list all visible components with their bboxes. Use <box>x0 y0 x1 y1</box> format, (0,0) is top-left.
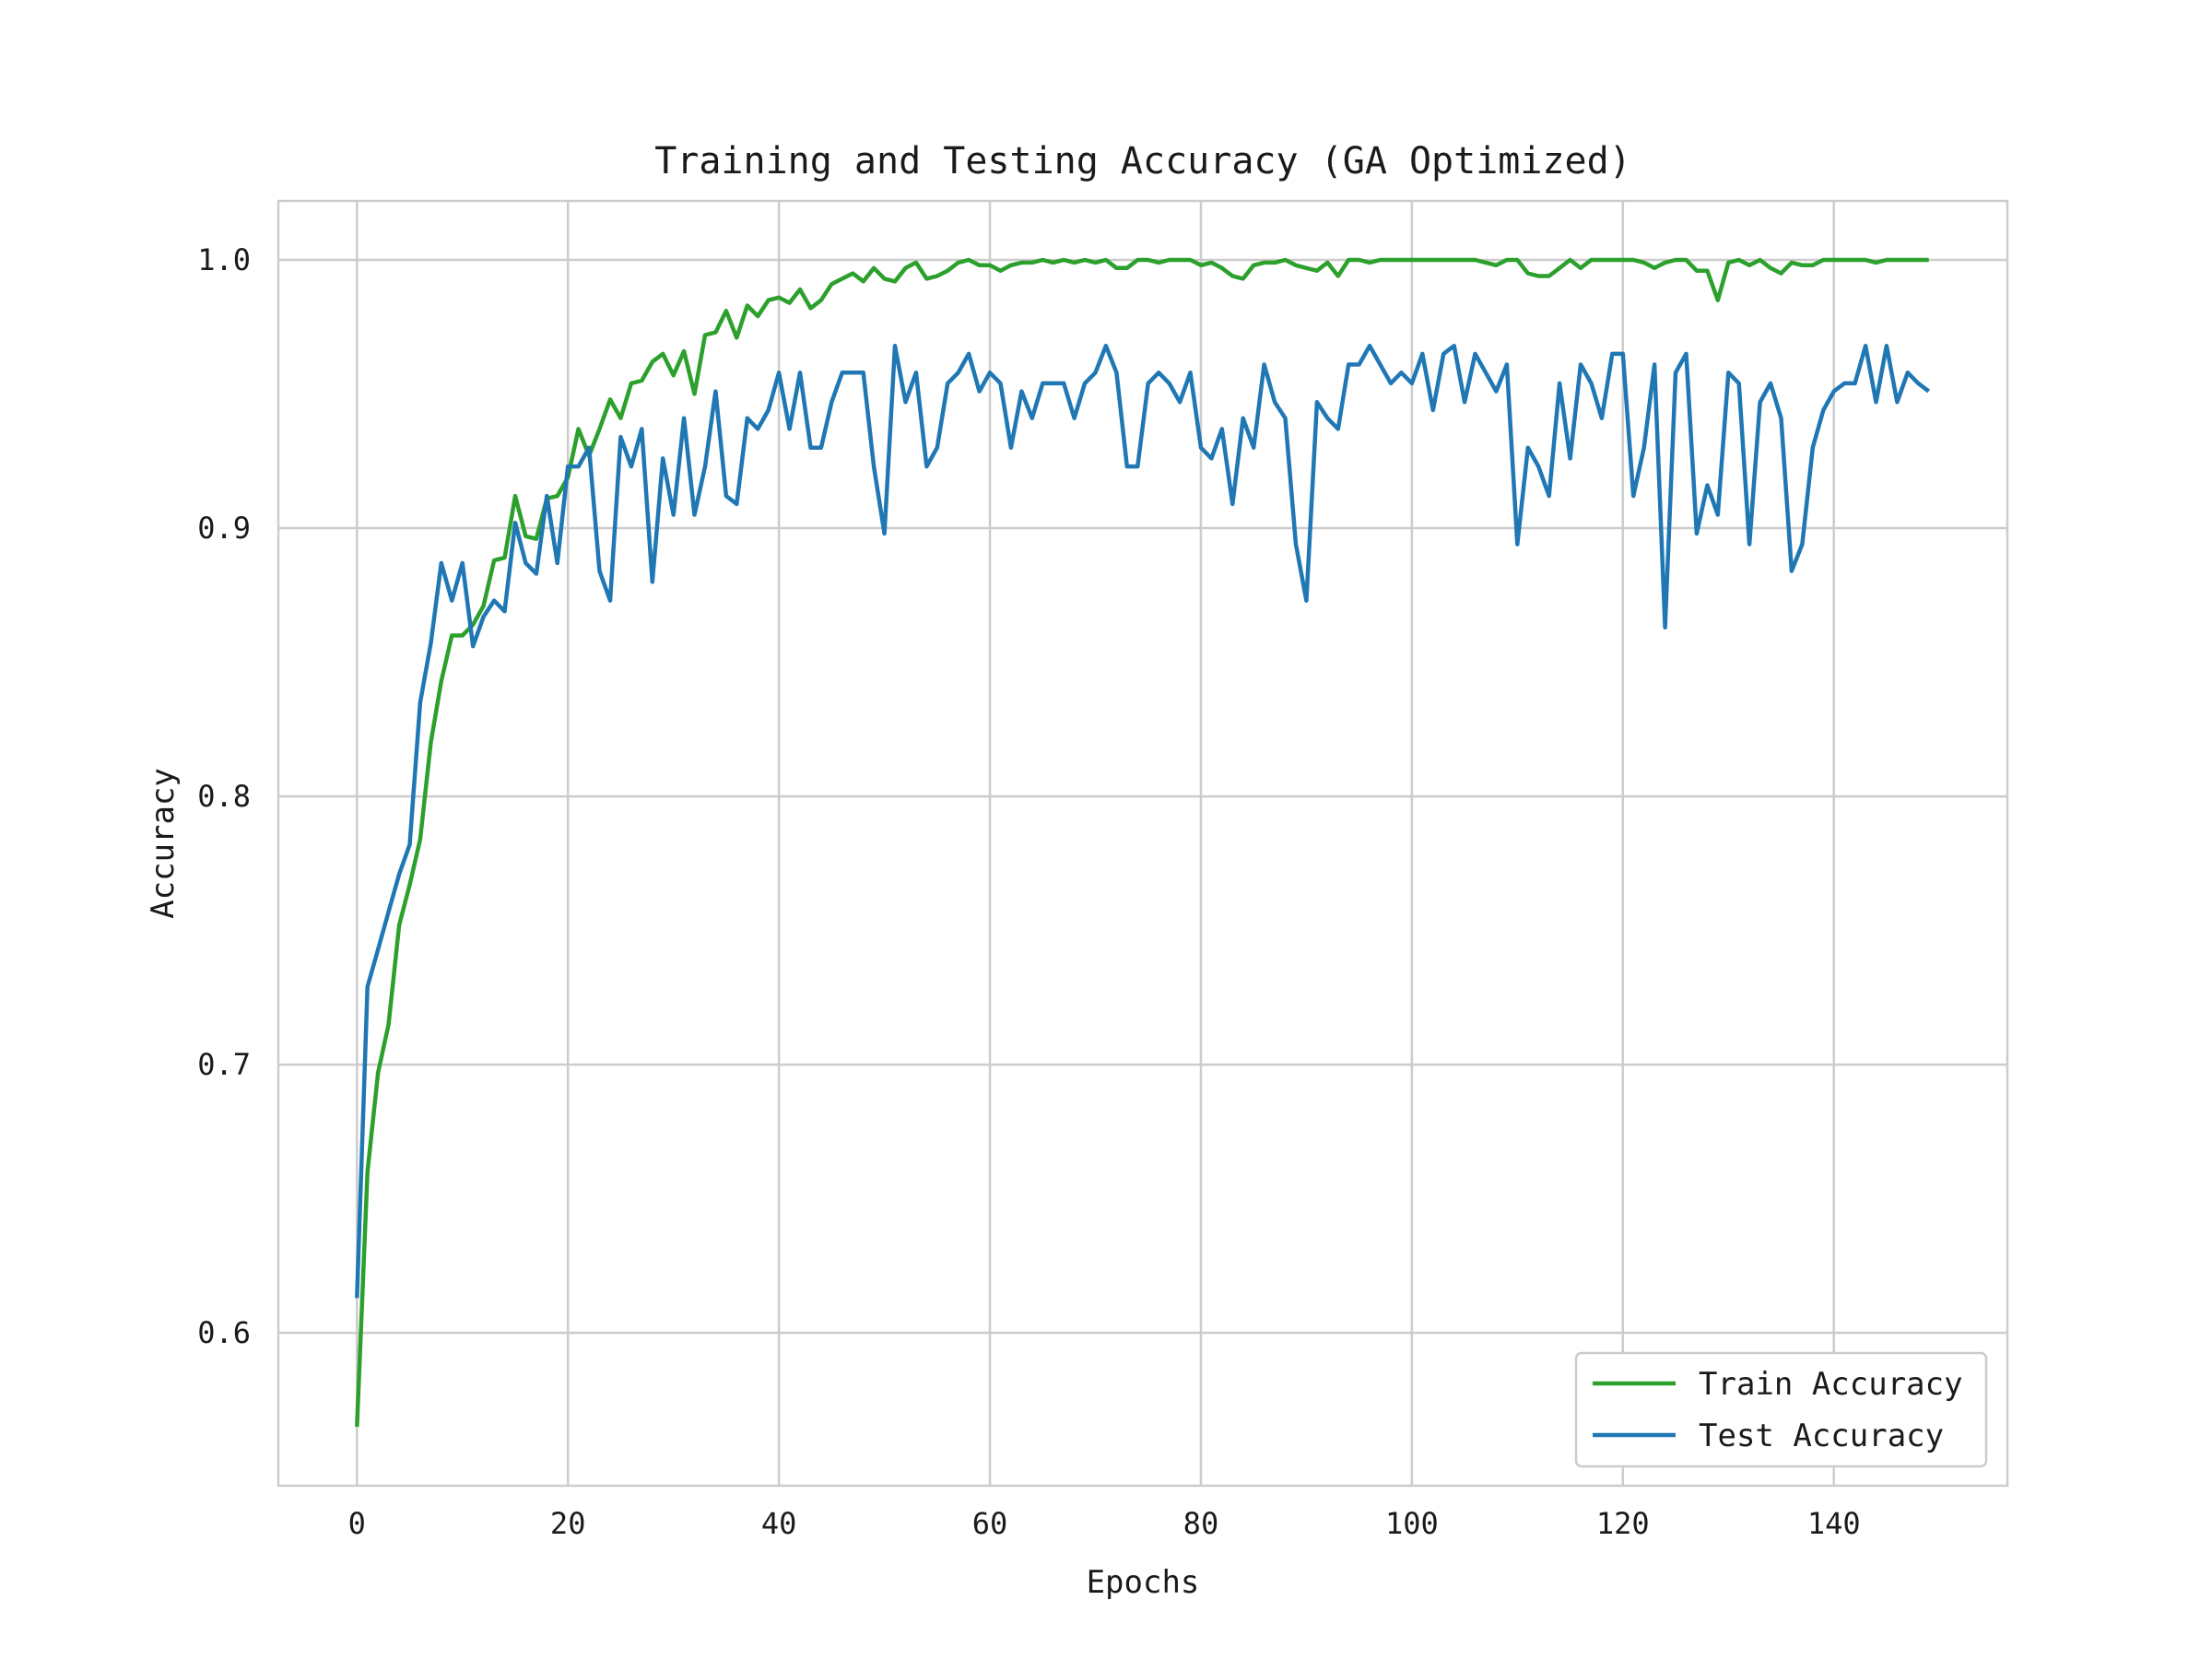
series-line-test-accuracy <box>355 343 1931 1299</box>
legend-box <box>1574 1351 1988 1468</box>
x-tick-label: 0 <box>348 1506 366 1541</box>
x-tick-label: 80 <box>1183 1506 1219 1541</box>
x-tick-label: 140 <box>1807 1506 1861 1541</box>
x-tick-label: 40 <box>761 1506 797 1541</box>
series-lines <box>355 257 1931 1428</box>
x-axis-label: Epochs <box>1087 1564 1200 1601</box>
y-tick-label: 1.0 <box>197 242 251 277</box>
legend: Train Accuracy Test Accuracy <box>1574 1351 1988 1468</box>
x-tick-label: 20 <box>550 1506 586 1541</box>
x-tick-label: 60 <box>972 1506 1008 1541</box>
y-axis-label: Accuracy <box>145 768 182 919</box>
x-tick-label: 100 <box>1385 1506 1439 1541</box>
legend-label-test: Test Accuracy <box>1699 1418 1944 1454</box>
y-tick-label: 0.8 <box>197 779 251 814</box>
x-tick-label: 120 <box>1596 1506 1650 1541</box>
grid-lines <box>278 201 2007 1486</box>
y-tick-label: 0.7 <box>197 1047 251 1082</box>
plot-frame <box>276 199 2009 1488</box>
legend-label-train: Train Accuracy <box>1699 1366 1963 1403</box>
series-line-train-accuracy <box>355 257 1929 1428</box>
chart-title: Training and Testing Accuracy (GA Optimi… <box>654 140 1631 182</box>
y-tick-label: 0.6 <box>197 1315 251 1350</box>
y-tick-label: 0.9 <box>197 511 251 546</box>
tick-labels: 0 20 40 60 80 100 120 140 0.6 0.7 0.8 0.9 1.0 <box>197 242 1860 1541</box>
